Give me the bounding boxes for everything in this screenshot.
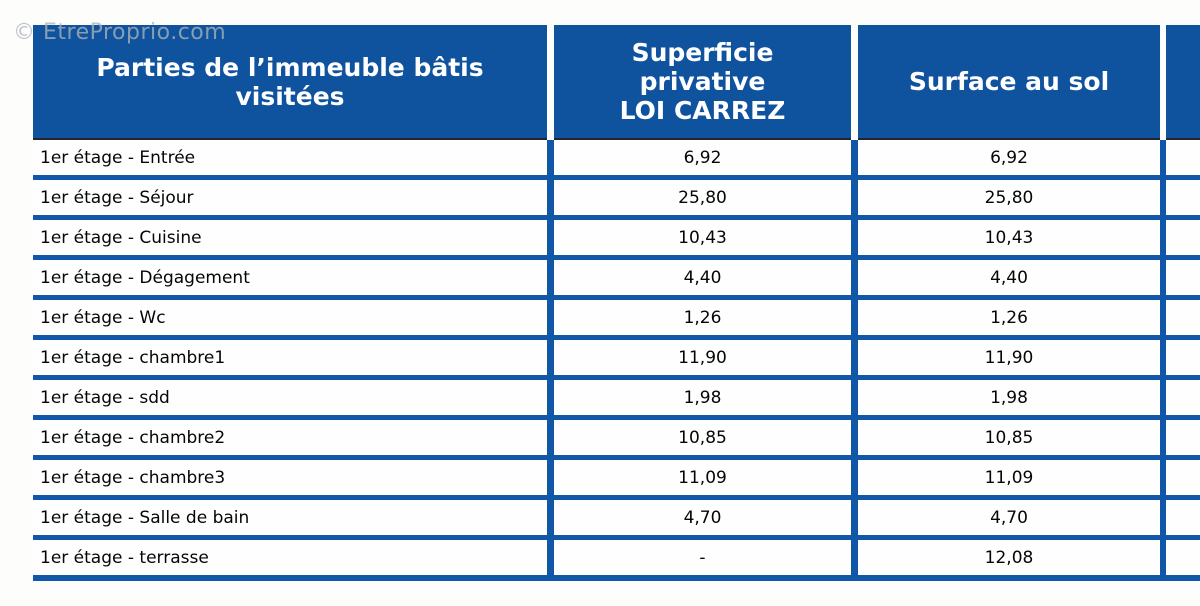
cropped-cell (1166, 260, 1200, 295)
floor-value: 11,90 (858, 340, 1160, 375)
floor-value: 10,85 (858, 420, 1160, 455)
column-divider (851, 260, 858, 295)
column-divider (1160, 540, 1166, 575)
room-label: 1er étage - Salle de bain (33, 500, 547, 535)
header-cell-parties: Parties de l’immeuble bâtis visitées (33, 25, 547, 140)
column-divider (851, 540, 858, 575)
table-row: 1er étage - Cuisine 10,43 10,43 (33, 220, 1200, 260)
column-divider (851, 180, 858, 215)
carrez-value: 6,92 (554, 140, 851, 175)
column-divider (851, 460, 858, 495)
column-divider (851, 420, 858, 455)
column-divider (547, 460, 554, 495)
carrez-value: 4,70 (554, 500, 851, 535)
column-divider (851, 340, 858, 375)
floor-value: 4,70 (858, 500, 1160, 535)
carrez-value: 25,80 (554, 180, 851, 215)
carrez-value: 1,26 (554, 300, 851, 335)
room-label: 1er étage - sdd (33, 380, 547, 415)
surface-measurement-table: Parties de l’immeuble bâtis visitées Sup… (33, 25, 1200, 581)
floor-value: 1,98 (858, 380, 1160, 415)
floor-value: 6,92 (858, 140, 1160, 175)
table-row: 1er étage - sdd 1,98 1,98 (33, 380, 1200, 420)
room-label: 1er étage - chambre3 (33, 460, 547, 495)
column-divider (1160, 220, 1166, 255)
floor-value: 4,40 (858, 260, 1160, 295)
table-row: 1er étage - Salle de bain 4,70 4,70 (33, 500, 1200, 540)
room-label: 1er étage - Entrée (33, 140, 547, 175)
header-gap (547, 25, 554, 140)
carrez-value: 11,09 (554, 460, 851, 495)
column-divider (1160, 300, 1166, 335)
column-divider (1160, 460, 1166, 495)
room-label: 1er étage - chambre1 (33, 340, 547, 375)
column-divider (547, 380, 554, 415)
cropped-cell (1166, 460, 1200, 495)
floor-value: 11,09 (858, 460, 1160, 495)
column-divider (1160, 340, 1166, 375)
cropped-cell (1166, 180, 1200, 215)
column-divider (547, 180, 554, 215)
column-divider (547, 140, 554, 175)
header-gap (851, 25, 858, 140)
header-cell-superficie-carrez: Superficie privative LOI CARREZ (554, 25, 851, 140)
column-divider (547, 540, 554, 575)
header-cell-cropped-extra (1166, 25, 1200, 140)
cropped-cell (1166, 340, 1200, 375)
cropped-cell (1166, 540, 1200, 575)
cropped-cell (1166, 500, 1200, 535)
room-label: 1er étage - Wc (33, 300, 547, 335)
table-row: 1er étage - chambre3 11,09 11,09 (33, 460, 1200, 500)
column-divider (547, 420, 554, 455)
column-divider (1160, 140, 1166, 175)
table-row: 1er étage - terrasse - 12,08 (33, 540, 1200, 581)
table-row: 1er étage - Entrée 6,92 6,92 (33, 140, 1200, 180)
carrez-value: 1,98 (554, 380, 851, 415)
header-cell-surface-au-sol: Surface au sol (858, 25, 1160, 140)
column-divider (1160, 500, 1166, 535)
column-divider (547, 340, 554, 375)
carrez-value: 4,40 (554, 260, 851, 295)
table-row: 1er étage - Dégagement 4,40 4,40 (33, 260, 1200, 300)
room-label: 1er étage - Cuisine (33, 220, 547, 255)
carrez-value: 10,85 (554, 420, 851, 455)
column-divider (1160, 380, 1166, 415)
floor-value: 1,26 (858, 300, 1160, 335)
table-body: 1er étage - Entrée 6,92 6,92 1er étage -… (33, 140, 1200, 581)
floor-value: 12,08 (858, 540, 1160, 575)
column-divider (1160, 260, 1166, 295)
carrez-value: 10,43 (554, 220, 851, 255)
column-divider (851, 300, 858, 335)
room-label: 1er étage - Dégagement (33, 260, 547, 295)
column-divider (1160, 420, 1166, 455)
column-divider (547, 300, 554, 335)
carrez-value: - (554, 540, 851, 575)
cropped-cell (1166, 420, 1200, 455)
cropped-cell (1166, 300, 1200, 335)
room-label: 1er étage - terrasse (33, 540, 547, 575)
column-divider (547, 220, 554, 255)
cropped-cell (1166, 380, 1200, 415)
room-label: 1er étage - chambre2 (33, 420, 547, 455)
carrez-value: 11,90 (554, 340, 851, 375)
floor-value: 25,80 (858, 180, 1160, 215)
column-divider (851, 220, 858, 255)
table-row: 1er étage - Séjour 25,80 25,80 (33, 180, 1200, 220)
table-row: 1er étage - chambre2 10,85 10,85 (33, 420, 1200, 460)
column-divider (1160, 180, 1166, 215)
table-row: 1er étage - Wc 1,26 1,26 (33, 300, 1200, 340)
column-divider (547, 260, 554, 295)
column-divider (547, 500, 554, 535)
column-divider (851, 140, 858, 175)
room-label: 1er étage - Séjour (33, 180, 547, 215)
floor-value: 10,43 (858, 220, 1160, 255)
column-divider (851, 380, 858, 415)
cropped-cell (1166, 140, 1200, 175)
cropped-cell (1166, 220, 1200, 255)
column-divider (851, 500, 858, 535)
table-row: 1er étage - chambre1 11,90 11,90 (33, 340, 1200, 380)
table-header-row: Parties de l’immeuble bâtis visitées Sup… (33, 25, 1200, 140)
